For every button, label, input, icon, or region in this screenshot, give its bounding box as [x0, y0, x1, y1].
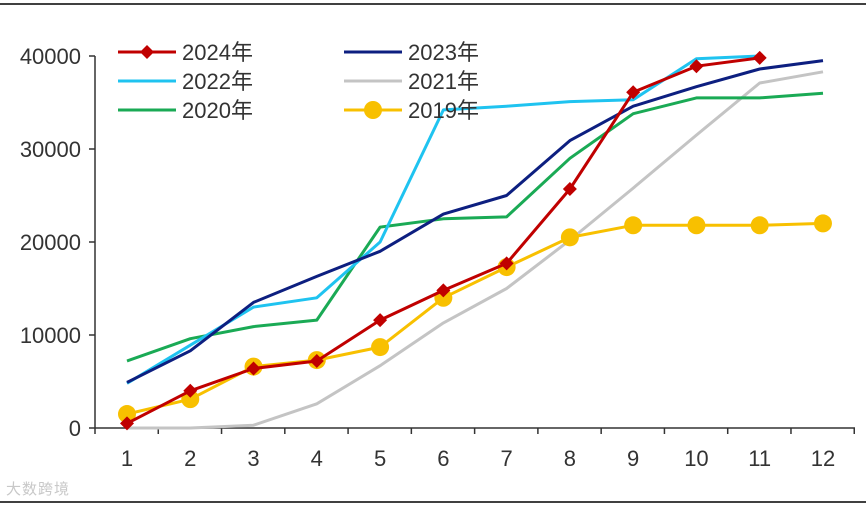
data-point	[626, 85, 641, 100]
data-point	[687, 216, 706, 235]
data-point	[689, 59, 704, 74]
x-tick-label: 7	[500, 446, 512, 471]
x-tick-label: 1	[121, 446, 133, 471]
x-tick-label: 12	[811, 446, 835, 471]
y-tick-label: 30000	[20, 137, 81, 162]
x-tick-label: 10	[684, 446, 708, 471]
legend-label: 2020年	[182, 98, 253, 123]
legend: 2024年 2023年 2022年 2021年 2020年 2019年	[118, 40, 479, 123]
series-3	[127, 70, 824, 430]
x-tick-label: 5	[374, 446, 386, 471]
y-tick-label: 20000	[20, 230, 81, 255]
legend-swatch-marker	[364, 101, 382, 119]
y-tick-label: 10000	[20, 323, 81, 348]
legend-item: 2023年	[344, 40, 479, 65]
y-tick-label: 0	[69, 416, 81, 441]
x-tick-label: 11	[748, 446, 771, 471]
legend-label: 2022年	[182, 69, 253, 94]
series-line	[126, 59, 824, 384]
watermark: 大数跨境	[6, 480, 71, 498]
legend-item: 2020年	[118, 98, 253, 123]
data-point	[436, 283, 451, 298]
series-5	[118, 214, 832, 424]
data-point	[560, 228, 579, 247]
data-point	[183, 383, 198, 398]
series-line	[127, 70, 824, 430]
series-1	[126, 59, 824, 384]
data-point	[624, 216, 643, 235]
x-tick-label: 8	[564, 446, 576, 471]
x-tick-label: 9	[627, 446, 639, 471]
data-point	[813, 214, 832, 233]
data-point	[499, 256, 514, 271]
data-point	[309, 354, 324, 369]
series-0	[120, 50, 767, 431]
series-4	[126, 91, 824, 363]
data-point	[752, 50, 767, 65]
legend-item: 2024年	[118, 40, 253, 65]
x-tick-label: 4	[311, 446, 323, 471]
x-tick-label: 6	[437, 446, 449, 471]
series-layer	[118, 50, 832, 431]
y-tick-label: 40000	[20, 44, 81, 69]
data-point	[118, 405, 136, 424]
data-point	[371, 338, 390, 357]
legend-item: 2022年	[118, 69, 253, 94]
data-point	[750, 216, 769, 235]
x-tick-label: 2	[184, 446, 196, 471]
legend-item: 2021年	[344, 69, 479, 94]
data-point	[120, 416, 134, 431]
legend-label: 2023年	[408, 40, 479, 65]
legend-label: 2021年	[408, 69, 479, 94]
data-point	[562, 181, 577, 196]
legend-label: 2019年	[408, 98, 479, 123]
legend-label: 2024年	[182, 40, 253, 65]
data-point	[246, 361, 261, 376]
x-tick-label: 3	[247, 446, 259, 471]
series-line	[126, 91, 824, 363]
legend-item: 2019年	[344, 98, 479, 123]
data-point	[373, 313, 388, 328]
legend-swatch-marker	[140, 45, 154, 59]
